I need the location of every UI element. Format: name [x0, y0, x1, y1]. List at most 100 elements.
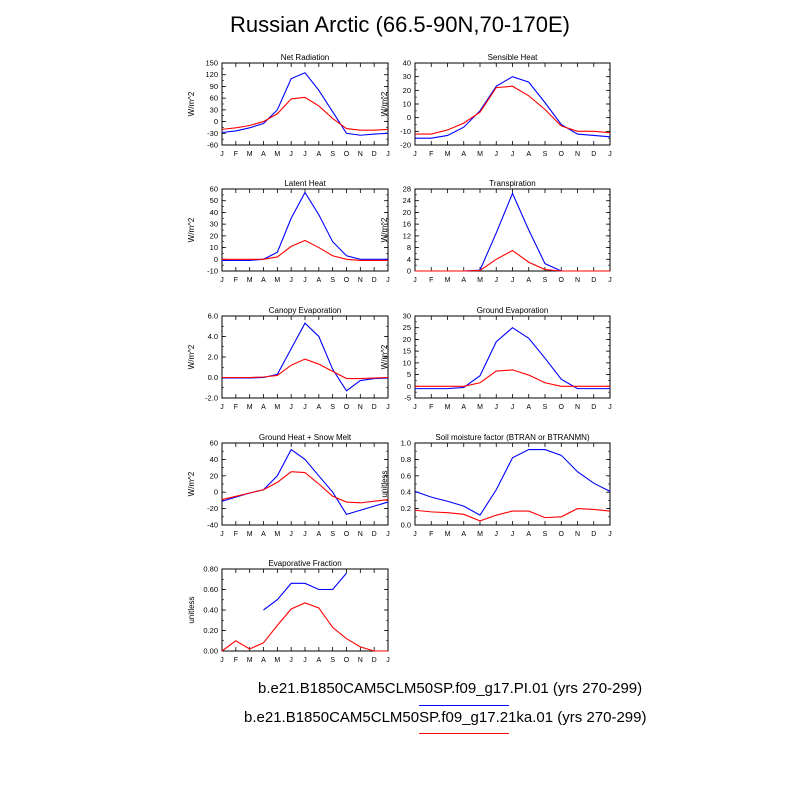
y-tick-label: 5 [407, 370, 411, 379]
y-tick-label: 0.2 [401, 504, 411, 513]
legend-label-2: b.e21.B1850CAM5CLM50SP.f09_g17.21ka.01 (… [244, 709, 647, 726]
series-line-1 [221, 72, 389, 136]
y-tick-label: 90 [210, 82, 218, 91]
y-tick-label: 50 [210, 196, 218, 205]
y-tick-label: -10 [207, 267, 218, 276]
x-tick-label: N [575, 531, 580, 538]
y-tick-label: -2.0 [205, 394, 218, 403]
x-tick-label: F [429, 277, 433, 284]
x-tick-label: N [575, 404, 580, 411]
x-tick-label: J [289, 657, 293, 664]
y-tick-label: 30 [210, 220, 218, 229]
x-tick-label: J [303, 404, 307, 411]
x-tick-label: S [330, 404, 335, 411]
x-tick-label: J [303, 657, 307, 664]
series-line-1 [222, 322, 389, 392]
y-tick-label: 0 [214, 488, 218, 497]
x-tick-label: D [591, 151, 596, 158]
x-tick-label: J [608, 277, 612, 284]
x-tick-label: J [495, 277, 499, 284]
y-tick-label: 10 [210, 243, 218, 252]
y-tick-label: 20 [403, 208, 411, 217]
x-tick-label: J [220, 404, 224, 411]
panel-title: Ground Evaporation [477, 306, 549, 315]
x-tick-label: J [608, 531, 612, 538]
x-tick-label: N [358, 277, 363, 284]
x-tick-label: M [274, 277, 280, 284]
y-tick-label: -40 [207, 521, 218, 530]
y-tick-label: 8 [407, 243, 411, 252]
y-tick-label: 30 [403, 72, 411, 81]
x-tick-label: M [477, 531, 483, 538]
panel-title: Latent Heat [284, 179, 326, 188]
y-tick-label: 0.4 [401, 488, 411, 497]
y-axis-label: W/m^2 [187, 471, 196, 496]
series-line-1 [222, 191, 388, 262]
x-tick-label: J [413, 151, 417, 158]
x-tick-label: S [543, 404, 548, 411]
x-tick-label: A [261, 151, 266, 158]
panel-title: Evaporative Fraction [268, 559, 341, 568]
panel-title: Sensible Heat [488, 53, 539, 62]
x-tick-label: D [591, 277, 596, 284]
y-tick-label: 60 [210, 439, 218, 448]
series-line-2 [221, 602, 388, 652]
panel-title: Ground Heat + Snow Melt [259, 433, 352, 442]
x-tick-label: J [386, 404, 390, 411]
x-tick-label: F [234, 404, 238, 411]
x-tick-label: J [413, 277, 417, 284]
y-tick-label: 0.6 [401, 471, 411, 480]
y-tick-label: 28 [403, 185, 411, 194]
x-tick-label: J [608, 404, 612, 411]
x-tick-label: O [344, 657, 350, 664]
y-tick-label: 20 [210, 471, 218, 480]
x-tick-label: A [526, 277, 531, 284]
x-tick-label: A [316, 657, 321, 664]
x-tick-label: A [526, 151, 531, 158]
x-tick-label: J [511, 404, 515, 411]
x-tick-label: M [274, 531, 280, 538]
x-tick-label: M [274, 151, 280, 158]
y-tick-label: 0 [407, 113, 411, 122]
plot-frame [221, 188, 389, 272]
panel-title: Soil moisture factor (BTRAN or BTRANMN) [435, 433, 590, 442]
y-tick-label: 25 [403, 323, 411, 332]
series-line-2 [222, 358, 389, 380]
y-tick-label: 0 [214, 117, 218, 126]
x-tick-label: M [445, 277, 451, 284]
y-tick-label: 60 [210, 94, 218, 103]
y-tick-label: 24 [403, 196, 411, 205]
x-tick-label: J [511, 531, 515, 538]
y-axis-label: W/m^2 [187, 91, 196, 116]
x-tick-label: D [372, 531, 377, 538]
y-tick-label: 2.0 [208, 353, 218, 362]
x-tick-label: J [511, 151, 515, 158]
page-title: Russian Arctic (66.5-90N,70-170E) [230, 12, 570, 37]
y-tick-label: 0.60 [203, 585, 218, 594]
y-tick-label: 20 [403, 86, 411, 95]
x-tick-label: J [386, 657, 390, 664]
legend-swatch-2 [419, 733, 509, 734]
x-tick-label: M [477, 151, 483, 158]
x-tick-label: J [413, 404, 417, 411]
panel-title: Net Radiation [281, 53, 329, 62]
series-line-2 [414, 508, 611, 522]
x-tick-label: N [575, 277, 580, 284]
chart-panel-4: J F M A M J J A S O N D J0481216202428TranspirationW… [380, 179, 612, 284]
y-axis-label: W/m^2 [380, 91, 389, 116]
x-tick-label: A [261, 657, 266, 664]
y-tick-label: 20 [403, 335, 411, 344]
x-tick-label: M [477, 404, 483, 411]
x-tick-label: F [234, 531, 238, 538]
y-tick-label: 30 [210, 105, 218, 114]
x-tick-label: J [303, 277, 307, 284]
y-axis-label: W/m^2 [187, 217, 196, 242]
x-tick-label: O [344, 404, 350, 411]
x-tick-label: D [372, 151, 377, 158]
x-tick-label: A [316, 531, 321, 538]
